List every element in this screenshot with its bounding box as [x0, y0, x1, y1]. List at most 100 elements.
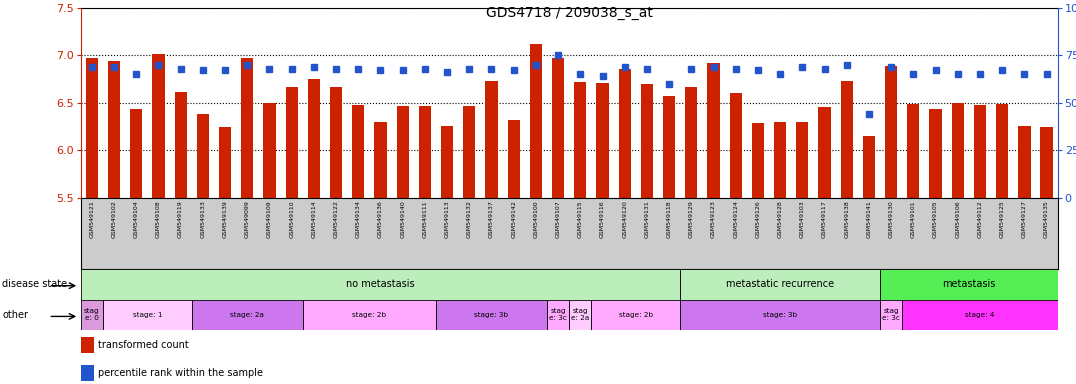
Bar	[680, 300, 880, 330]
Text: GSM549142: GSM549142	[511, 200, 516, 238]
Text: GSM549137: GSM549137	[489, 200, 494, 238]
Text: stage: 3b: stage: 3b	[475, 312, 509, 318]
Bar	[685, 86, 697, 198]
Bar	[218, 127, 231, 198]
Bar	[880, 300, 903, 330]
Text: stag
e: 3c: stag e: 3c	[549, 308, 567, 321]
Text: stage: 4: stage: 4	[965, 312, 994, 318]
Bar	[508, 120, 520, 198]
Bar	[197, 114, 209, 198]
Text: GSM549112: GSM549112	[977, 200, 982, 238]
Text: GSM549141: GSM549141	[866, 200, 872, 238]
Text: GSM549134: GSM549134	[356, 200, 360, 238]
Bar	[86, 58, 98, 198]
Bar	[974, 104, 986, 198]
Bar	[153, 54, 165, 198]
Text: GSM549131: GSM549131	[645, 200, 650, 238]
Bar	[374, 122, 386, 198]
Text: GSM549126: GSM549126	[755, 200, 761, 238]
Bar	[819, 106, 831, 198]
Bar	[840, 81, 853, 198]
Text: GSM549122: GSM549122	[334, 200, 339, 238]
Text: GSM549118: GSM549118	[667, 200, 671, 238]
Text: GSM549100: GSM549100	[534, 200, 538, 238]
Bar	[285, 86, 298, 198]
Bar	[264, 103, 275, 198]
Text: GSM549101: GSM549101	[911, 200, 916, 238]
Bar	[81, 337, 94, 353]
Text: GSM549116: GSM549116	[600, 200, 605, 238]
Bar	[308, 79, 320, 198]
Text: GSM549113: GSM549113	[444, 200, 450, 238]
Bar	[436, 300, 547, 330]
Bar	[903, 300, 1058, 330]
Bar	[463, 106, 476, 198]
Bar	[103, 300, 192, 330]
Text: GSM549114: GSM549114	[311, 200, 316, 238]
Bar	[569, 300, 592, 330]
Text: GSM549110: GSM549110	[289, 200, 294, 238]
Bar	[592, 300, 680, 330]
Text: GSM549103: GSM549103	[799, 200, 805, 238]
Text: no metastasis: no metastasis	[346, 279, 414, 289]
Bar	[81, 269, 680, 300]
Bar	[575, 82, 586, 198]
Text: GSM549120: GSM549120	[622, 200, 627, 238]
Bar	[996, 104, 1008, 198]
Bar	[880, 269, 1058, 300]
Text: GSM549124: GSM549124	[733, 200, 738, 238]
Bar	[752, 122, 764, 198]
Text: GSM549140: GSM549140	[400, 200, 406, 238]
Text: GSM549105: GSM549105	[933, 200, 938, 238]
Text: percentile rank within the sample: percentile rank within the sample	[98, 368, 264, 378]
Bar	[174, 92, 187, 198]
Bar	[552, 58, 564, 198]
Bar	[619, 70, 631, 198]
Text: stage: 2a: stage: 2a	[230, 312, 265, 318]
Text: GSM549125: GSM549125	[1000, 200, 1005, 238]
Text: stage: 2b: stage: 2b	[352, 312, 386, 318]
Text: transformed count: transformed count	[98, 340, 189, 350]
Bar	[441, 126, 453, 198]
Text: other: other	[2, 310, 28, 320]
Bar	[108, 61, 121, 198]
Bar	[302, 300, 436, 330]
Text: GDS4718 / 209038_s_at: GDS4718 / 209038_s_at	[485, 6, 653, 20]
Bar	[863, 136, 875, 198]
Text: GSM549130: GSM549130	[889, 200, 894, 238]
Bar	[730, 93, 741, 198]
Bar	[81, 300, 103, 330]
Bar	[680, 269, 880, 300]
Bar	[192, 300, 302, 330]
Text: GSM549127: GSM549127	[1022, 200, 1027, 238]
Text: GSM549121: GSM549121	[89, 200, 95, 238]
Bar	[419, 106, 431, 198]
Bar	[397, 106, 409, 198]
Text: stage: 2b: stage: 2b	[619, 312, 653, 318]
Text: GSM549108: GSM549108	[156, 200, 161, 238]
Text: stage: 3b: stage: 3b	[763, 312, 797, 318]
Text: stage: 1: stage: 1	[132, 312, 162, 318]
Text: metastatic recurrence: metastatic recurrence	[726, 279, 834, 289]
Bar	[663, 96, 676, 198]
Bar	[707, 63, 720, 198]
Bar	[330, 86, 342, 198]
Text: GSM549099: GSM549099	[244, 200, 250, 238]
Bar	[774, 122, 787, 198]
Bar	[529, 44, 542, 198]
Text: GSM549102: GSM549102	[112, 200, 116, 238]
Text: stag
e: 2a: stag e: 2a	[571, 308, 590, 321]
Bar	[907, 104, 920, 198]
Bar	[241, 58, 253, 198]
Text: GSM549136: GSM549136	[378, 200, 383, 238]
Text: GSM549138: GSM549138	[845, 200, 849, 238]
Text: GSM549135: GSM549135	[1044, 200, 1049, 238]
Text: stag
e: 0: stag e: 0	[84, 308, 100, 321]
Text: GSM549128: GSM549128	[778, 200, 782, 238]
Bar	[352, 104, 365, 198]
Text: GSM549132: GSM549132	[467, 200, 471, 238]
Text: GSM549109: GSM549109	[267, 200, 272, 238]
Bar	[796, 122, 808, 198]
Bar	[1018, 126, 1031, 198]
Bar	[886, 66, 897, 198]
